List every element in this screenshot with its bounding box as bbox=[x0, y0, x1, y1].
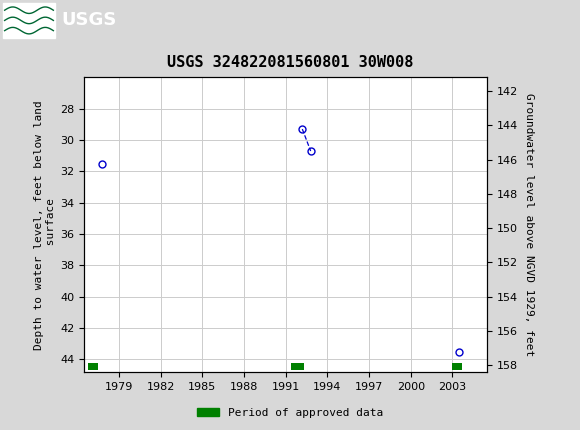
Y-axis label: Groundwater level above NGVD 1929, feet: Groundwater level above NGVD 1929, feet bbox=[524, 93, 534, 356]
Text: USGS 324822081560801 30W008: USGS 324822081560801 30W008 bbox=[167, 55, 413, 70]
Text: USGS: USGS bbox=[61, 12, 116, 29]
FancyBboxPatch shape bbox=[3, 3, 55, 37]
Y-axis label: Depth to water level, feet below land
 surface: Depth to water level, feet below land su… bbox=[34, 100, 56, 350]
Legend: Period of approved data: Period of approved data bbox=[193, 403, 387, 422]
